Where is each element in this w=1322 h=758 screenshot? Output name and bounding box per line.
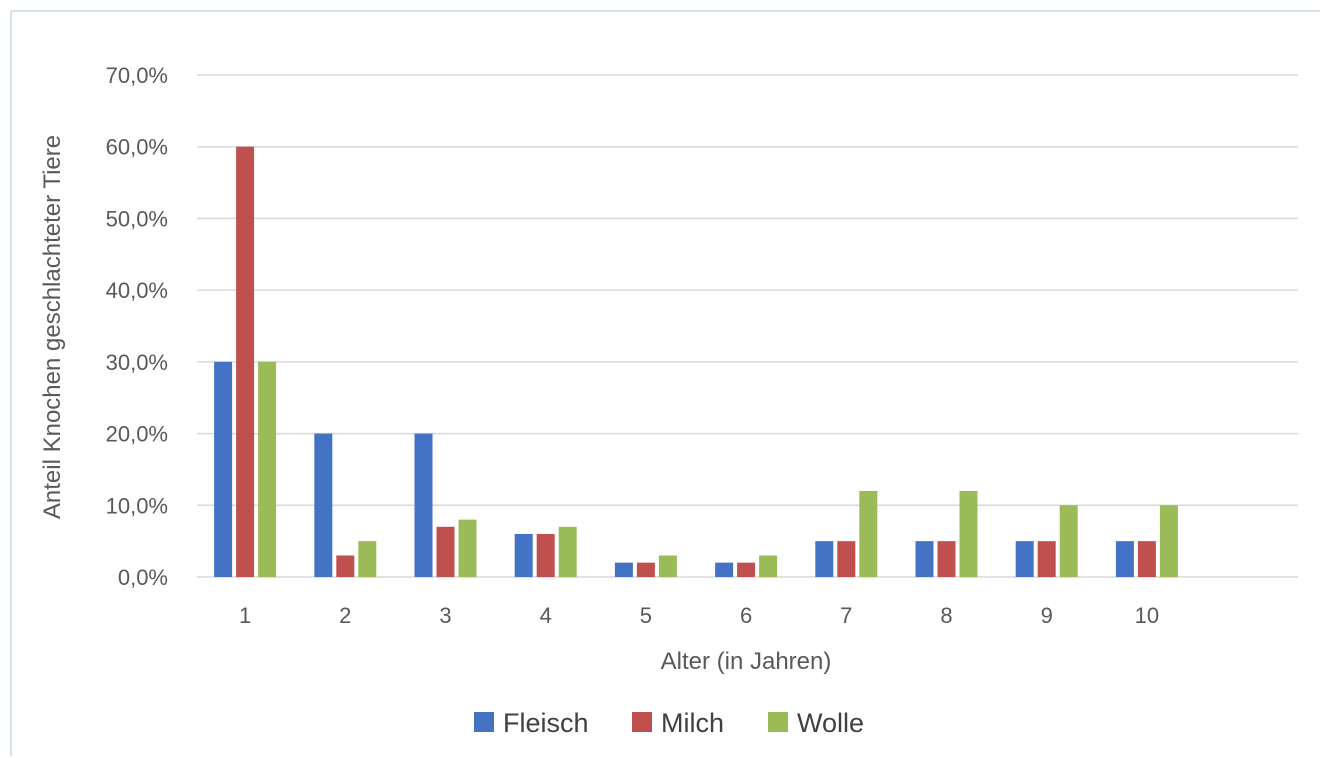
bar-milch-4 <box>536 533 555 577</box>
bar-milch-7 <box>837 541 856 577</box>
x-tick-label: 10 <box>1135 603 1159 628</box>
bar-wolle-7 <box>859 490 878 577</box>
bar-milch-10 <box>1137 541 1156 577</box>
y-tick-label: 30,0% <box>106 350 168 375</box>
bar-fleisch-1 <box>214 361 233 577</box>
bar-wolle-6 <box>759 555 778 577</box>
bar-wolle-4 <box>558 526 577 577</box>
bar-fleisch-9 <box>1015 541 1034 577</box>
bar-fleisch-6 <box>715 562 734 577</box>
gridlines <box>197 74 1298 578</box>
y-tick-label: 40,0% <box>106 278 168 303</box>
y-tick-label: 60,0% <box>106 135 168 160</box>
bar-wolle-9 <box>1059 505 1078 577</box>
bar-wolle-5 <box>658 555 677 577</box>
bar-fleisch-5 <box>614 562 633 577</box>
bar-fleisch-2 <box>314 433 333 577</box>
legend-label: Wolle <box>797 708 864 738</box>
bar-milch-1 <box>236 146 255 577</box>
bars <box>214 146 1178 577</box>
bar-milch-3 <box>436 526 455 577</box>
legend-label: Fleisch <box>503 708 589 738</box>
bar-milch-8 <box>937 541 956 577</box>
bar-wolle-3 <box>458 519 477 577</box>
bar-wolle-10 <box>1159 505 1178 577</box>
x-tick-label: 7 <box>840 603 852 628</box>
y-axis-title: Anteil Knochen geschlachteter Tiere <box>39 135 66 519</box>
bar-fleisch-4 <box>514 533 533 577</box>
bar-milch-6 <box>737 562 756 577</box>
bar-fleisch-3 <box>414 433 433 577</box>
x-axis-tick-labels: 1 2 3 4 5 6 7 8 9 10 <box>239 603 1159 628</box>
x-tick-label: 6 <box>740 603 752 628</box>
x-tick-label: 5 <box>640 603 652 628</box>
legend-swatch <box>768 712 788 732</box>
bar-fleisch-10 <box>1115 541 1134 577</box>
x-tick-label: 2 <box>339 603 351 628</box>
legend-item-fleisch: Fleisch <box>474 708 589 738</box>
x-tick-label: 4 <box>540 603 552 628</box>
y-tick-label: 0,0% <box>118 565 168 590</box>
bar-wolle-8 <box>959 490 978 577</box>
x-tick-label: 3 <box>439 603 451 628</box>
y-axis-tick-labels: 0,0% 10,0% 20,0% 30,0% 40,0% 50,0% 60,0% 70,0% <box>106 63 168 590</box>
bar-fleisch-8 <box>915 541 934 577</box>
x-tick-label: 8 <box>940 603 952 628</box>
x-tick-label: 1 <box>239 603 251 628</box>
y-tick-label: 50,0% <box>106 206 168 231</box>
bar-milch-9 <box>1037 541 1056 577</box>
legend-item-milch: Milch <box>632 708 724 738</box>
bar-wolle-2 <box>358 541 377 577</box>
bar-milch-5 <box>636 562 655 577</box>
y-tick-label: 10,0% <box>106 493 168 518</box>
legend-swatch <box>632 712 652 732</box>
legend: Fleisch Milch Wolle <box>474 708 864 738</box>
x-axis-title: Alter (in Jahren) <box>661 648 832 675</box>
bar-wolle-1 <box>258 361 277 577</box>
legend-item-wolle: Wolle <box>768 708 864 738</box>
bar-fleisch-7 <box>815 541 834 577</box>
legend-swatch <box>474 712 494 732</box>
legend-label: Milch <box>661 708 724 738</box>
x-tick-label: 9 <box>1041 603 1053 628</box>
y-tick-label: 70,0% <box>106 63 168 88</box>
y-tick-label: 20,0% <box>106 422 168 447</box>
bar-milch-2 <box>336 555 355 577</box>
